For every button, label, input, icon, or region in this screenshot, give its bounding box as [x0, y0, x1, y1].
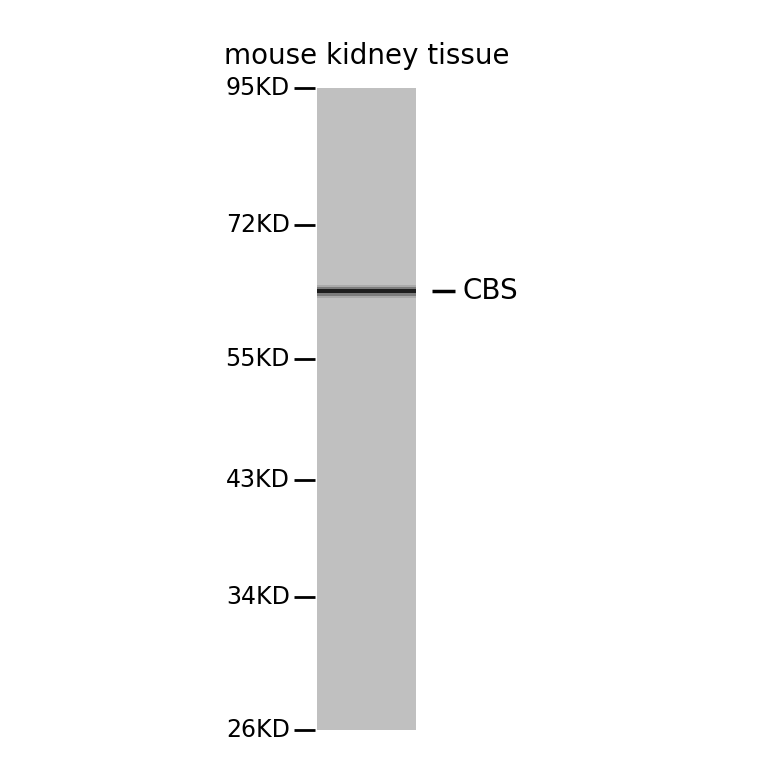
- Bar: [317, 284, 416, 298]
- Bar: [317, 286, 416, 296]
- Bar: [317, 289, 416, 293]
- Text: 43KD: 43KD: [226, 468, 290, 493]
- Text: CBS: CBS: [462, 277, 518, 306]
- Text: 26KD: 26KD: [226, 717, 290, 742]
- Bar: [317, 88, 416, 730]
- Text: 34KD: 34KD: [226, 584, 290, 609]
- Text: mouse kidney tissue: mouse kidney tissue: [224, 42, 510, 70]
- Text: 55KD: 55KD: [225, 347, 290, 371]
- Text: 95KD: 95KD: [225, 76, 290, 100]
- Text: 72KD: 72KD: [226, 213, 290, 237]
